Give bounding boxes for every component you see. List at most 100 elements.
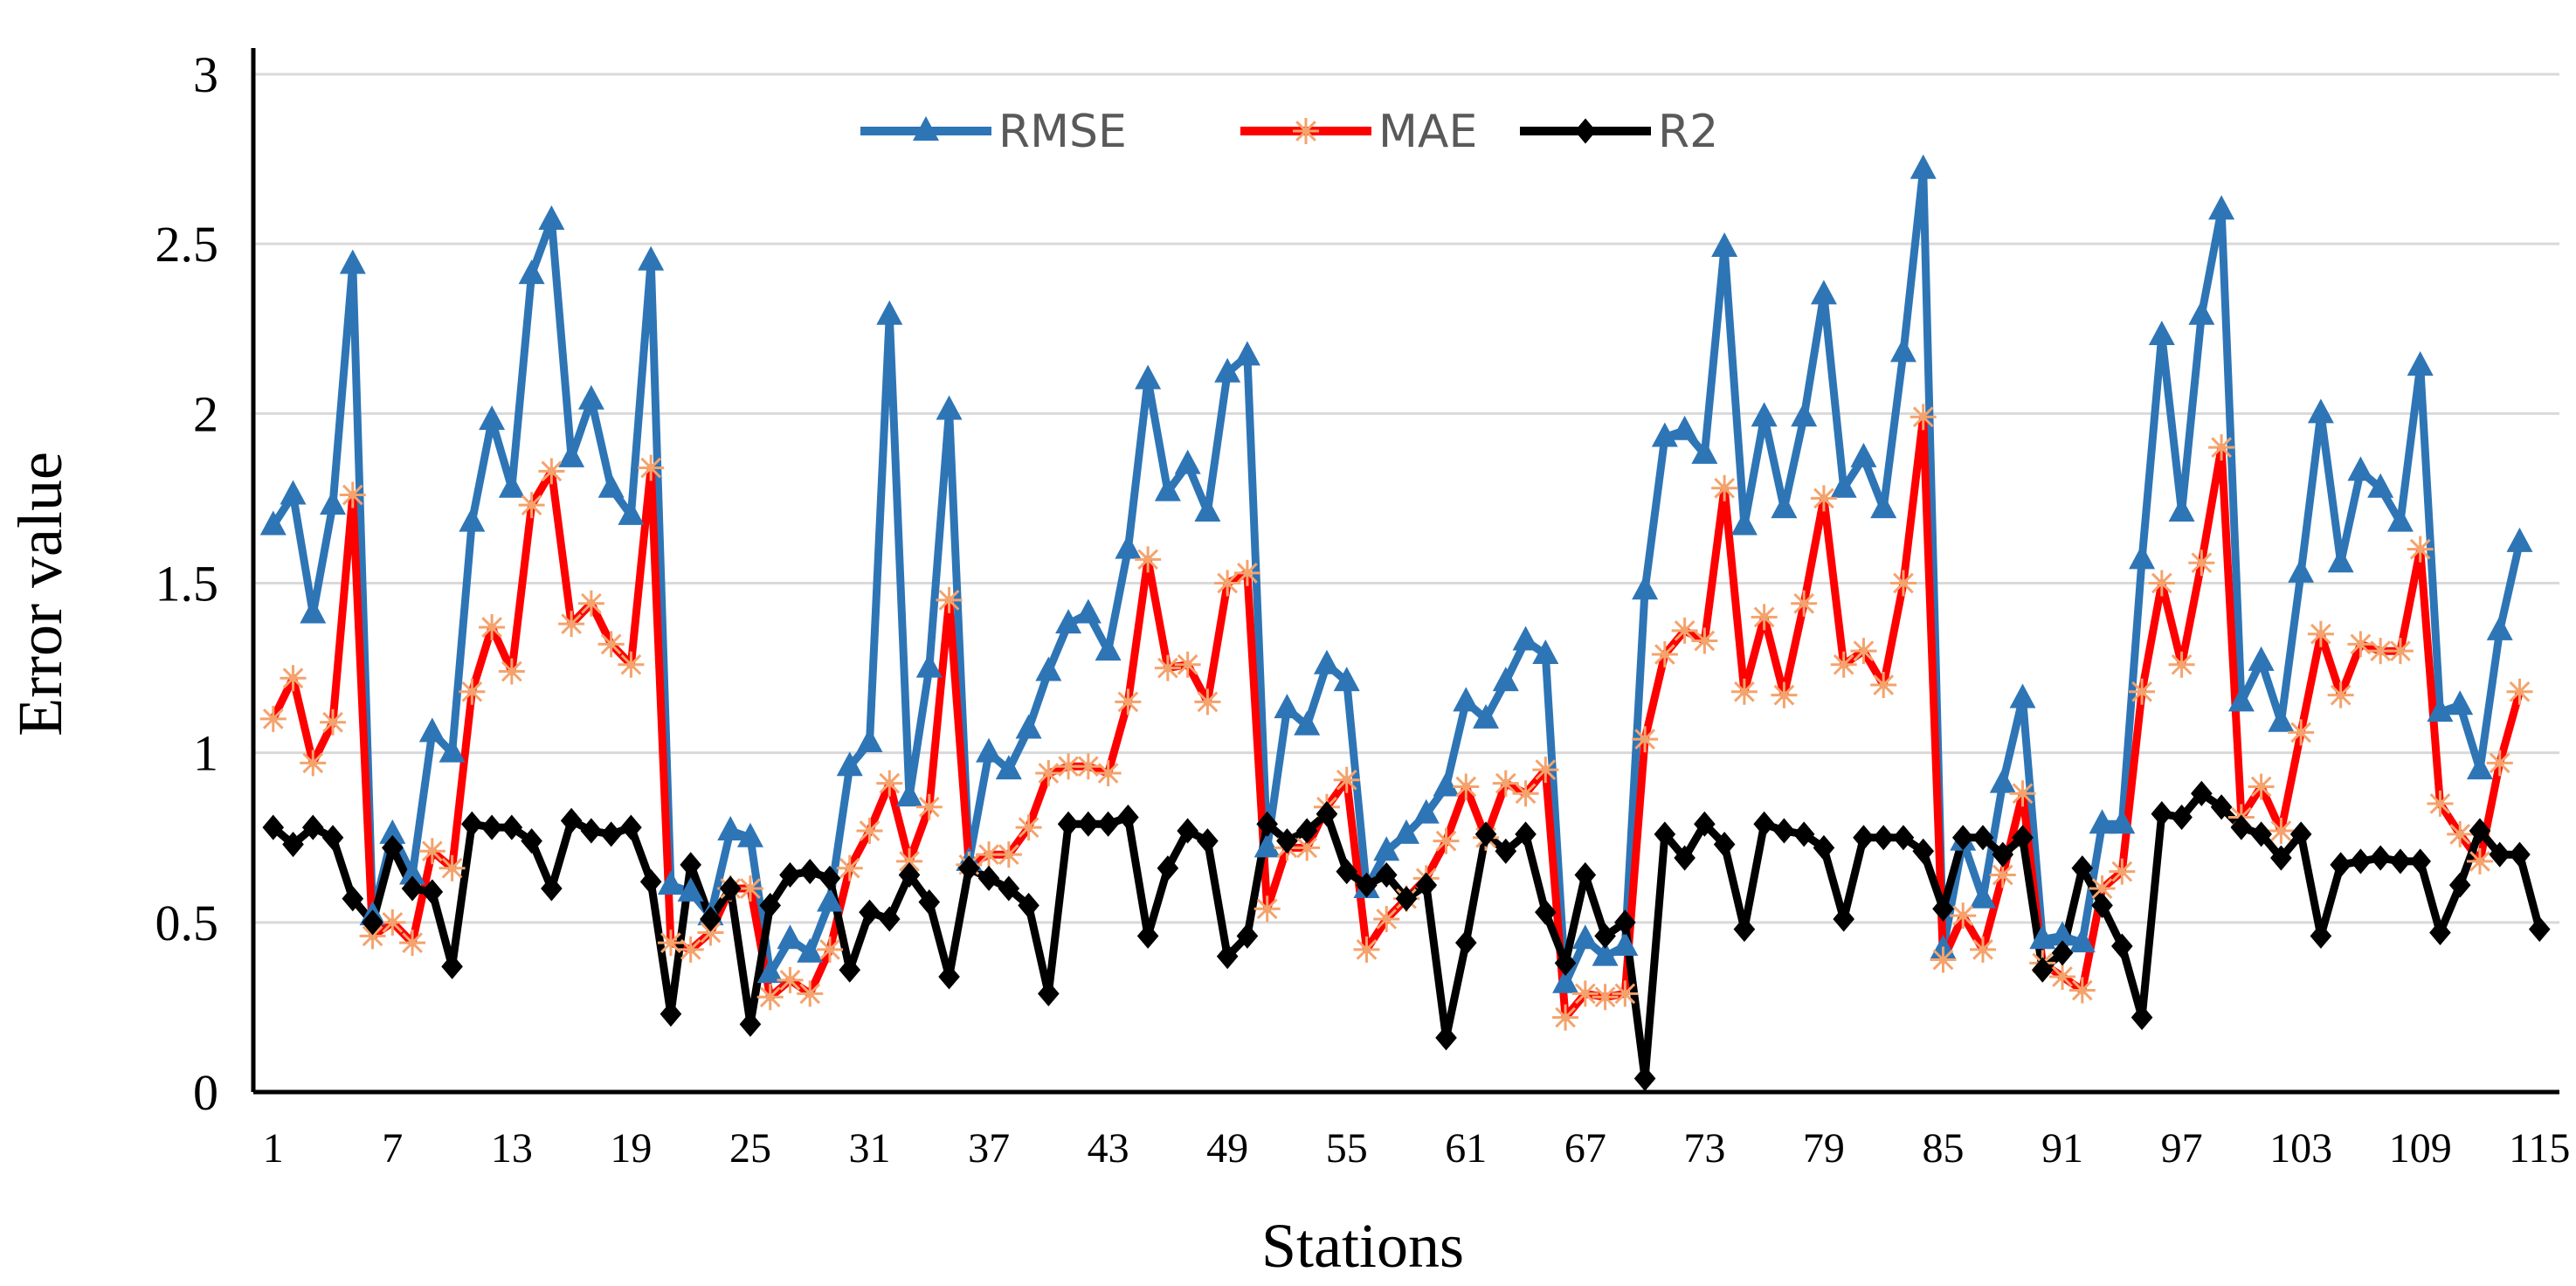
data-point-mae	[1373, 905, 1400, 932]
data-point-mae	[280, 665, 307, 692]
data-point-mae	[915, 793, 943, 820]
data-point-mae	[756, 984, 784, 1011]
data-point-mae	[657, 930, 684, 957]
data-point-r2	[2210, 794, 2233, 820]
data-point-r2	[421, 879, 444, 905]
data-point-rmse	[1632, 575, 1659, 600]
data-point-rmse	[1174, 449, 1201, 474]
data-point-mae	[777, 966, 804, 993]
data-point-rmse	[1711, 232, 1738, 258]
y-tick-label: 1.5	[155, 556, 219, 612]
data-point-rmse	[1730, 510, 1758, 536]
data-point-mae	[1810, 485, 1837, 512]
legend-marker-rmse	[913, 116, 939, 141]
data-point-rmse	[797, 937, 824, 963]
data-point-r2	[1654, 821, 1676, 847]
data-point-mae	[2089, 875, 2116, 902]
data-point-mae	[2506, 678, 2533, 705]
data-point-mae	[439, 854, 466, 882]
data-point-mae	[1453, 773, 1480, 800]
data-point-mae	[2109, 858, 2136, 885]
x-tick-label: 25	[729, 1125, 771, 1172]
data-point-r2	[1872, 825, 1895, 851]
data-point-rmse	[577, 384, 604, 410]
data-point-r2	[1892, 825, 1915, 851]
data-point-rmse	[1810, 280, 1837, 305]
data-point-r2	[1972, 825, 1994, 851]
data-point-r2	[1951, 825, 1974, 851]
data-point-r2	[441, 953, 463, 979]
data-point-r2	[1018, 892, 1039, 918]
data-point-r2	[1495, 838, 1517, 864]
data-point-r2	[2429, 919, 2451, 946]
data-point-rmse	[538, 204, 565, 230]
data-point-r2	[461, 811, 483, 837]
data-point-r2	[620, 814, 642, 840]
data-point-rmse	[1850, 442, 1877, 467]
data-point-r2	[521, 828, 542, 854]
x-tick-label: 37	[968, 1125, 1010, 1172]
data-point-rmse	[1253, 833, 1281, 858]
data-point-rmse	[1313, 649, 1340, 674]
data-point-r2	[600, 821, 622, 847]
data-point-rmse	[1751, 402, 1778, 427]
data-point-mae	[1592, 984, 1619, 1011]
data-point-r2	[2151, 801, 2173, 827]
data-point-r2	[1753, 811, 1775, 837]
data-point-rmse	[379, 819, 406, 844]
data-point-r2	[1077, 811, 1100, 837]
data-point-mae	[518, 492, 545, 519]
data-point-r2	[700, 906, 722, 932]
data-point-r2	[1316, 801, 1338, 827]
data-point-r2	[938, 964, 960, 990]
data-point-rmse	[339, 249, 366, 274]
data-point-r2	[1515, 821, 1537, 847]
data-point-rmse	[2386, 507, 2414, 532]
data-point-rmse	[1115, 534, 1142, 559]
y-tick-label: 0	[193, 1064, 218, 1121]
data-point-rmse	[677, 876, 704, 902]
data-point-rmse	[479, 405, 506, 431]
data-point-r2	[2369, 845, 2392, 871]
y-tick-label: 1	[193, 725, 218, 782]
data-point-rmse	[2029, 924, 2056, 950]
data-point-rmse	[1015, 714, 1042, 739]
data-point-r2	[1813, 834, 1835, 861]
data-point-r2	[1853, 825, 1875, 851]
data-point-r2	[1454, 930, 1477, 956]
data-point-rmse	[736, 822, 763, 847]
data-point-rmse	[2506, 527, 2533, 552]
data-point-rmse	[1771, 494, 1798, 519]
data-point-mae	[300, 750, 327, 777]
data-point-rmse	[1612, 931, 1639, 957]
data-point-mae	[1612, 980, 1639, 1007]
data-point-r2	[282, 831, 304, 858]
data-point-mae	[479, 613, 506, 640]
x-tick-label: 1	[263, 1125, 284, 1172]
data-point-r2	[2012, 825, 2034, 851]
data-point-rmse	[2089, 809, 2116, 834]
x-tick-label: 31	[849, 1125, 891, 1172]
data-point-rmse	[896, 782, 923, 807]
data-point-mae	[1850, 638, 1877, 665]
data-point-r2	[2409, 848, 2431, 875]
data-point-mae	[1651, 641, 1678, 668]
data-point-rmse	[2129, 544, 2156, 570]
data-point-r2	[342, 886, 364, 912]
x-tick-label: 97	[2161, 1125, 2203, 1172]
data-point-mae	[1671, 617, 1698, 644]
data-point-rmse	[1910, 154, 1937, 179]
data-point-r2	[560, 807, 583, 833]
data-point-r2	[1713, 831, 1736, 858]
data-point-rmse	[777, 924, 804, 950]
data-point-r2	[639, 868, 662, 895]
x-tick-label: 109	[2389, 1125, 2452, 1172]
data-point-r2	[2230, 814, 2253, 840]
data-point-mae	[2068, 977, 2096, 1004]
legend-marker-r2	[1574, 118, 1597, 144]
data-point-r2	[779, 861, 801, 888]
data-point-r2	[1216, 944, 1239, 970]
x-tick-label: 7	[382, 1125, 403, 1172]
data-point-r2	[2469, 818, 2491, 844]
data-point-mae	[1830, 651, 1857, 678]
